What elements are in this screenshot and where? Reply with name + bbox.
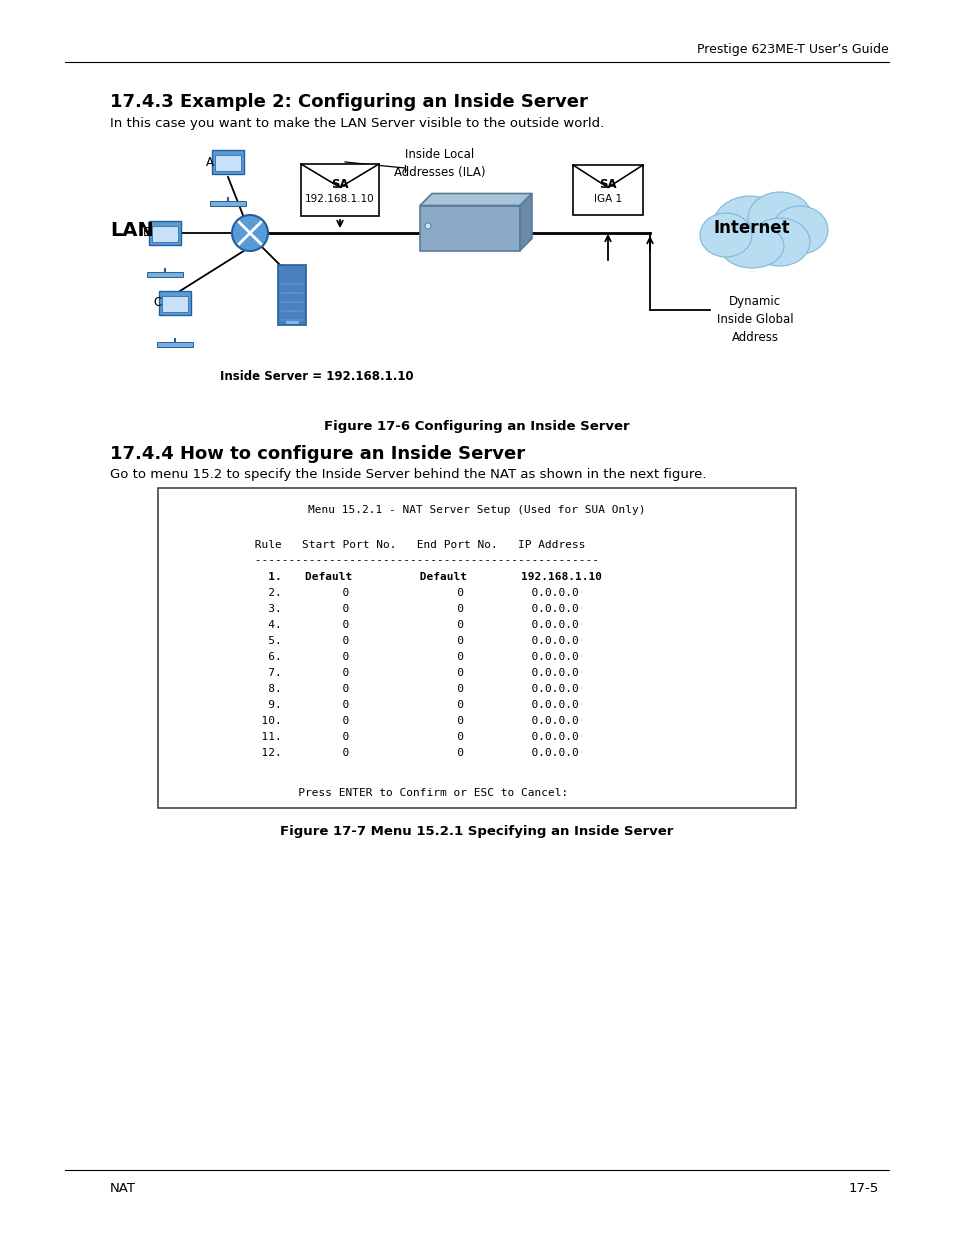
Text: Inside Server = 192.168.1.10: Inside Server = 192.168.1.10 — [220, 370, 414, 383]
Text: 5.         0                0          0.0.0.0: 5. 0 0 0.0.0.0 — [248, 636, 578, 646]
Text: Menu 15.2.1 - NAT Server Setup (Used for SUA Only): Menu 15.2.1 - NAT Server Setup (Used for… — [308, 505, 645, 515]
Ellipse shape — [749, 219, 809, 266]
Text: Inside Local
Addresses (ILA): Inside Local Addresses (ILA) — [394, 148, 485, 179]
Text: 8.         0                0          0.0.0.0: 8. 0 0 0.0.0.0 — [248, 684, 578, 694]
FancyBboxPatch shape — [212, 149, 244, 174]
Text: B: B — [143, 226, 151, 240]
Text: Internet: Internet — [713, 219, 789, 237]
Circle shape — [424, 224, 431, 228]
FancyBboxPatch shape — [162, 296, 188, 312]
Text: In this case you want to make the LAN Server visible to the outside world.: In this case you want to make the LAN Se… — [110, 117, 603, 130]
Text: 6.         0                0          0.0.0.0: 6. 0 0 0.0.0.0 — [248, 652, 578, 662]
Polygon shape — [419, 194, 532, 205]
Text: A: A — [206, 156, 213, 168]
Ellipse shape — [700, 212, 751, 257]
Polygon shape — [519, 194, 532, 251]
Ellipse shape — [747, 191, 811, 245]
Text: Figure 17-6 Configuring an Inside Server: Figure 17-6 Configuring an Inside Server — [324, 420, 629, 433]
Text: 7.         0                0          0.0.0.0: 7. 0 0 0.0.0.0 — [248, 668, 578, 678]
Text: Press ENTER to Confirm or ESC to Cancel:: Press ENTER to Confirm or ESC to Cancel: — [277, 788, 568, 798]
FancyBboxPatch shape — [573, 165, 642, 215]
Text: NAT: NAT — [110, 1182, 136, 1194]
Text: 3.         0                0          0.0.0.0: 3. 0 0 0.0.0.0 — [248, 604, 578, 614]
Text: Default          Default        192.168.1.10: Default Default 192.168.1.10 — [277, 572, 601, 582]
Text: SA: SA — [598, 178, 617, 190]
FancyBboxPatch shape — [419, 205, 519, 251]
Text: Rule   Start Port No.   End Port No.   IP Address: Rule Start Port No. End Port No. IP Addr… — [248, 540, 585, 550]
FancyBboxPatch shape — [210, 201, 246, 206]
Text: Dynamic
Inside Global
Address: Dynamic Inside Global Address — [716, 295, 793, 345]
Text: 17.4.4 How to configure an Inside Server: 17.4.4 How to configure an Inside Server — [110, 445, 524, 463]
Ellipse shape — [720, 224, 783, 268]
FancyBboxPatch shape — [147, 272, 183, 277]
Text: SA: SA — [331, 178, 349, 190]
Circle shape — [232, 215, 268, 251]
FancyBboxPatch shape — [277, 266, 306, 325]
Ellipse shape — [711, 196, 787, 261]
Text: LAN: LAN — [110, 221, 153, 240]
Text: C: C — [152, 296, 161, 310]
Text: 192.168.1.10: 192.168.1.10 — [305, 194, 375, 204]
FancyBboxPatch shape — [158, 488, 795, 808]
Text: Go to menu 15.2 to specify the Inside Server behind the NAT as shown in the next: Go to menu 15.2 to specify the Inside Se… — [110, 468, 706, 480]
FancyBboxPatch shape — [214, 156, 241, 170]
Text: IGA 1: IGA 1 — [594, 194, 621, 204]
Text: Figure 17-7 Menu 15.2.1 Specifying an Inside Server: Figure 17-7 Menu 15.2.1 Specifying an In… — [280, 825, 673, 839]
Text: 17.4.3 Example 2: Configuring an Inside Server: 17.4.3 Example 2: Configuring an Inside … — [110, 93, 587, 111]
Text: Prestige 623ME-T User’s Guide: Prestige 623ME-T User’s Guide — [697, 43, 888, 57]
Ellipse shape — [771, 206, 827, 254]
Text: ---------------------------------------------------: ----------------------------------------… — [248, 555, 598, 564]
Text: 1.: 1. — [248, 572, 281, 582]
FancyBboxPatch shape — [301, 164, 378, 216]
FancyBboxPatch shape — [157, 342, 193, 347]
FancyBboxPatch shape — [159, 291, 191, 315]
FancyBboxPatch shape — [152, 226, 178, 242]
Text: 17-5: 17-5 — [848, 1182, 878, 1194]
FancyBboxPatch shape — [149, 221, 181, 245]
Text: 10.         0                0          0.0.0.0: 10. 0 0 0.0.0.0 — [248, 716, 578, 726]
Text: 9.         0                0          0.0.0.0: 9. 0 0 0.0.0.0 — [248, 700, 578, 710]
Text: 11.         0                0          0.0.0.0: 11. 0 0 0.0.0.0 — [248, 732, 578, 742]
Text: 4.         0                0          0.0.0.0: 4. 0 0 0.0.0.0 — [248, 620, 578, 630]
Text: 12.         0                0          0.0.0.0: 12. 0 0 0.0.0.0 — [248, 748, 578, 758]
Text: 2.         0                0          0.0.0.0: 2. 0 0 0.0.0.0 — [248, 588, 578, 598]
